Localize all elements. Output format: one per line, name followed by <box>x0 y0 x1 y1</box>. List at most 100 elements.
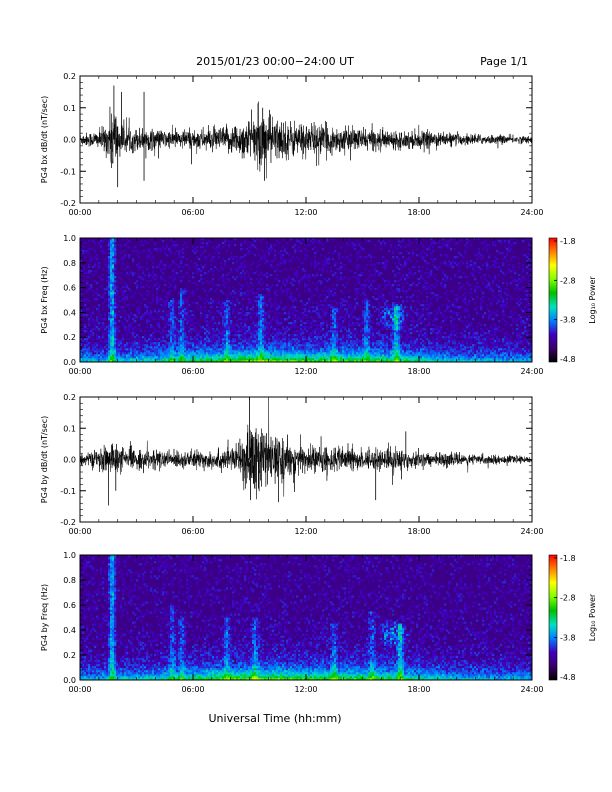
spectrogram-cell <box>160 350 162 352</box>
spectrogram-cell <box>142 358 144 360</box>
spectrogram-cell <box>112 328 114 330</box>
spectrogram-cell <box>314 288 316 290</box>
spectrogram-cell <box>254 254 256 256</box>
spectrogram-cell <box>212 348 214 350</box>
spectrogram-cell <box>180 318 182 320</box>
spectrogram-cell <box>174 246 176 248</box>
spectrogram-cell <box>92 318 94 320</box>
spectrogram-cell <box>120 356 122 358</box>
spectrogram-cell <box>378 330 380 332</box>
spectrogram-cell <box>182 266 184 268</box>
spectrogram-cell <box>346 350 348 352</box>
spectrogram-cell <box>88 266 90 268</box>
spectrogram-cell <box>342 264 344 266</box>
spectrogram-cell <box>124 282 126 284</box>
spectrogram-cell <box>174 338 176 340</box>
spectrogram-cell <box>362 336 364 338</box>
spectrogram-cell <box>344 352 346 354</box>
spectrogram-cell <box>262 308 264 310</box>
spectrogram-cell <box>284 248 286 250</box>
spectrogram-cell <box>252 344 254 346</box>
spectrogram-cell <box>238 318 240 320</box>
spectrogram-cell <box>190 260 192 262</box>
spectrogram-cell <box>144 358 146 360</box>
spectrogram-cell <box>284 268 286 270</box>
spectrogram-cell <box>108 296 110 298</box>
spectrogram-cell <box>284 290 286 292</box>
spectrogram-cell <box>170 350 172 352</box>
spectrogram-cell <box>236 346 238 348</box>
spectrogram-cell <box>102 252 104 254</box>
spectrogram-cell <box>110 340 112 342</box>
spectrogram-cell <box>278 312 280 314</box>
spectrogram-cell <box>220 306 222 308</box>
spectrogram-cell <box>108 328 110 330</box>
spectrogram-cell <box>224 354 226 356</box>
spectrogram-cell <box>346 310 348 312</box>
spectrogram-cell <box>262 294 264 296</box>
spectrogram-cell <box>368 346 370 348</box>
spectrogram-cell <box>266 340 268 342</box>
spectrogram-cell <box>356 252 358 254</box>
spectrogram-cell <box>338 266 340 268</box>
spectrogram-cell <box>226 304 228 306</box>
spectrogram-cell <box>110 246 112 248</box>
spectrogram-cell <box>214 354 216 356</box>
spectrogram-cell <box>388 338 390 340</box>
spectrogram-cell <box>120 342 122 344</box>
spectrogram-cell <box>124 350 126 352</box>
spectrogram-cell <box>394 340 396 342</box>
spectrogram-cell <box>190 318 192 320</box>
spectrogram-cell <box>202 356 204 358</box>
spectrogram-cell <box>214 338 216 340</box>
spectrogram-cell <box>180 340 182 342</box>
spectrogram-cell <box>102 324 104 326</box>
spectrogram-cell <box>366 332 368 334</box>
spectrogram-cell <box>98 356 100 358</box>
spectrogram-cell <box>296 350 298 352</box>
spectrogram-cell <box>232 356 234 358</box>
spectrogram-cell <box>244 312 246 314</box>
spectrogram-cell <box>232 300 234 302</box>
spectrogram-cell <box>274 254 276 256</box>
spectrogram-cell <box>254 316 256 318</box>
spectrogram-cell <box>286 328 288 330</box>
spectrogram-cell <box>120 300 122 302</box>
spectrogram-cell <box>386 326 388 328</box>
spectrogram-cell <box>218 340 220 342</box>
spectrogram-cell <box>298 250 300 252</box>
spectrogram-cell <box>350 344 352 346</box>
spectrogram-cell <box>214 348 216 350</box>
spectrogram-cell <box>230 294 232 296</box>
spectrogram-cell <box>308 310 310 312</box>
spectrogram-cell <box>114 310 116 312</box>
spectrogram-cell <box>320 326 322 328</box>
spectrogram-cell <box>176 338 178 340</box>
spectrogram-cell <box>102 278 104 280</box>
spectrogram-cell <box>218 348 220 350</box>
spectrogram-cell <box>278 334 280 336</box>
spectrogram-cell <box>272 266 274 268</box>
spectrogram-cell <box>94 356 96 358</box>
spectrogram-cell <box>112 244 114 246</box>
spectrogram-cell <box>170 314 172 316</box>
spectrogram-cell <box>146 290 148 292</box>
spectrogram-cell <box>296 340 298 342</box>
spectrogram-cell <box>270 358 272 360</box>
spectrogram-cell <box>170 330 172 332</box>
spectrogram-cell <box>238 312 240 314</box>
spectrogram-cell <box>334 294 336 296</box>
spectrogram-cell <box>178 314 180 316</box>
spectrogram-cell <box>402 312 404 314</box>
spectrogram-cell <box>96 358 98 360</box>
spectrogram-cell <box>320 274 322 276</box>
waveform-panel-1: -0.2-0.10.00.10.200:00 06:00 12:00 18:00 24:… <box>40 72 544 217</box>
spectrogram-cell <box>98 330 100 332</box>
spectrogram-cell <box>402 332 404 334</box>
spectrogram-cell <box>198 304 200 306</box>
spectrogram-cell <box>262 314 264 316</box>
spectrogram-cell <box>170 356 172 358</box>
spectrogram-cell <box>226 332 228 334</box>
spectrogram-cell <box>84 348 86 350</box>
spectrogram-cell <box>252 340 254 342</box>
